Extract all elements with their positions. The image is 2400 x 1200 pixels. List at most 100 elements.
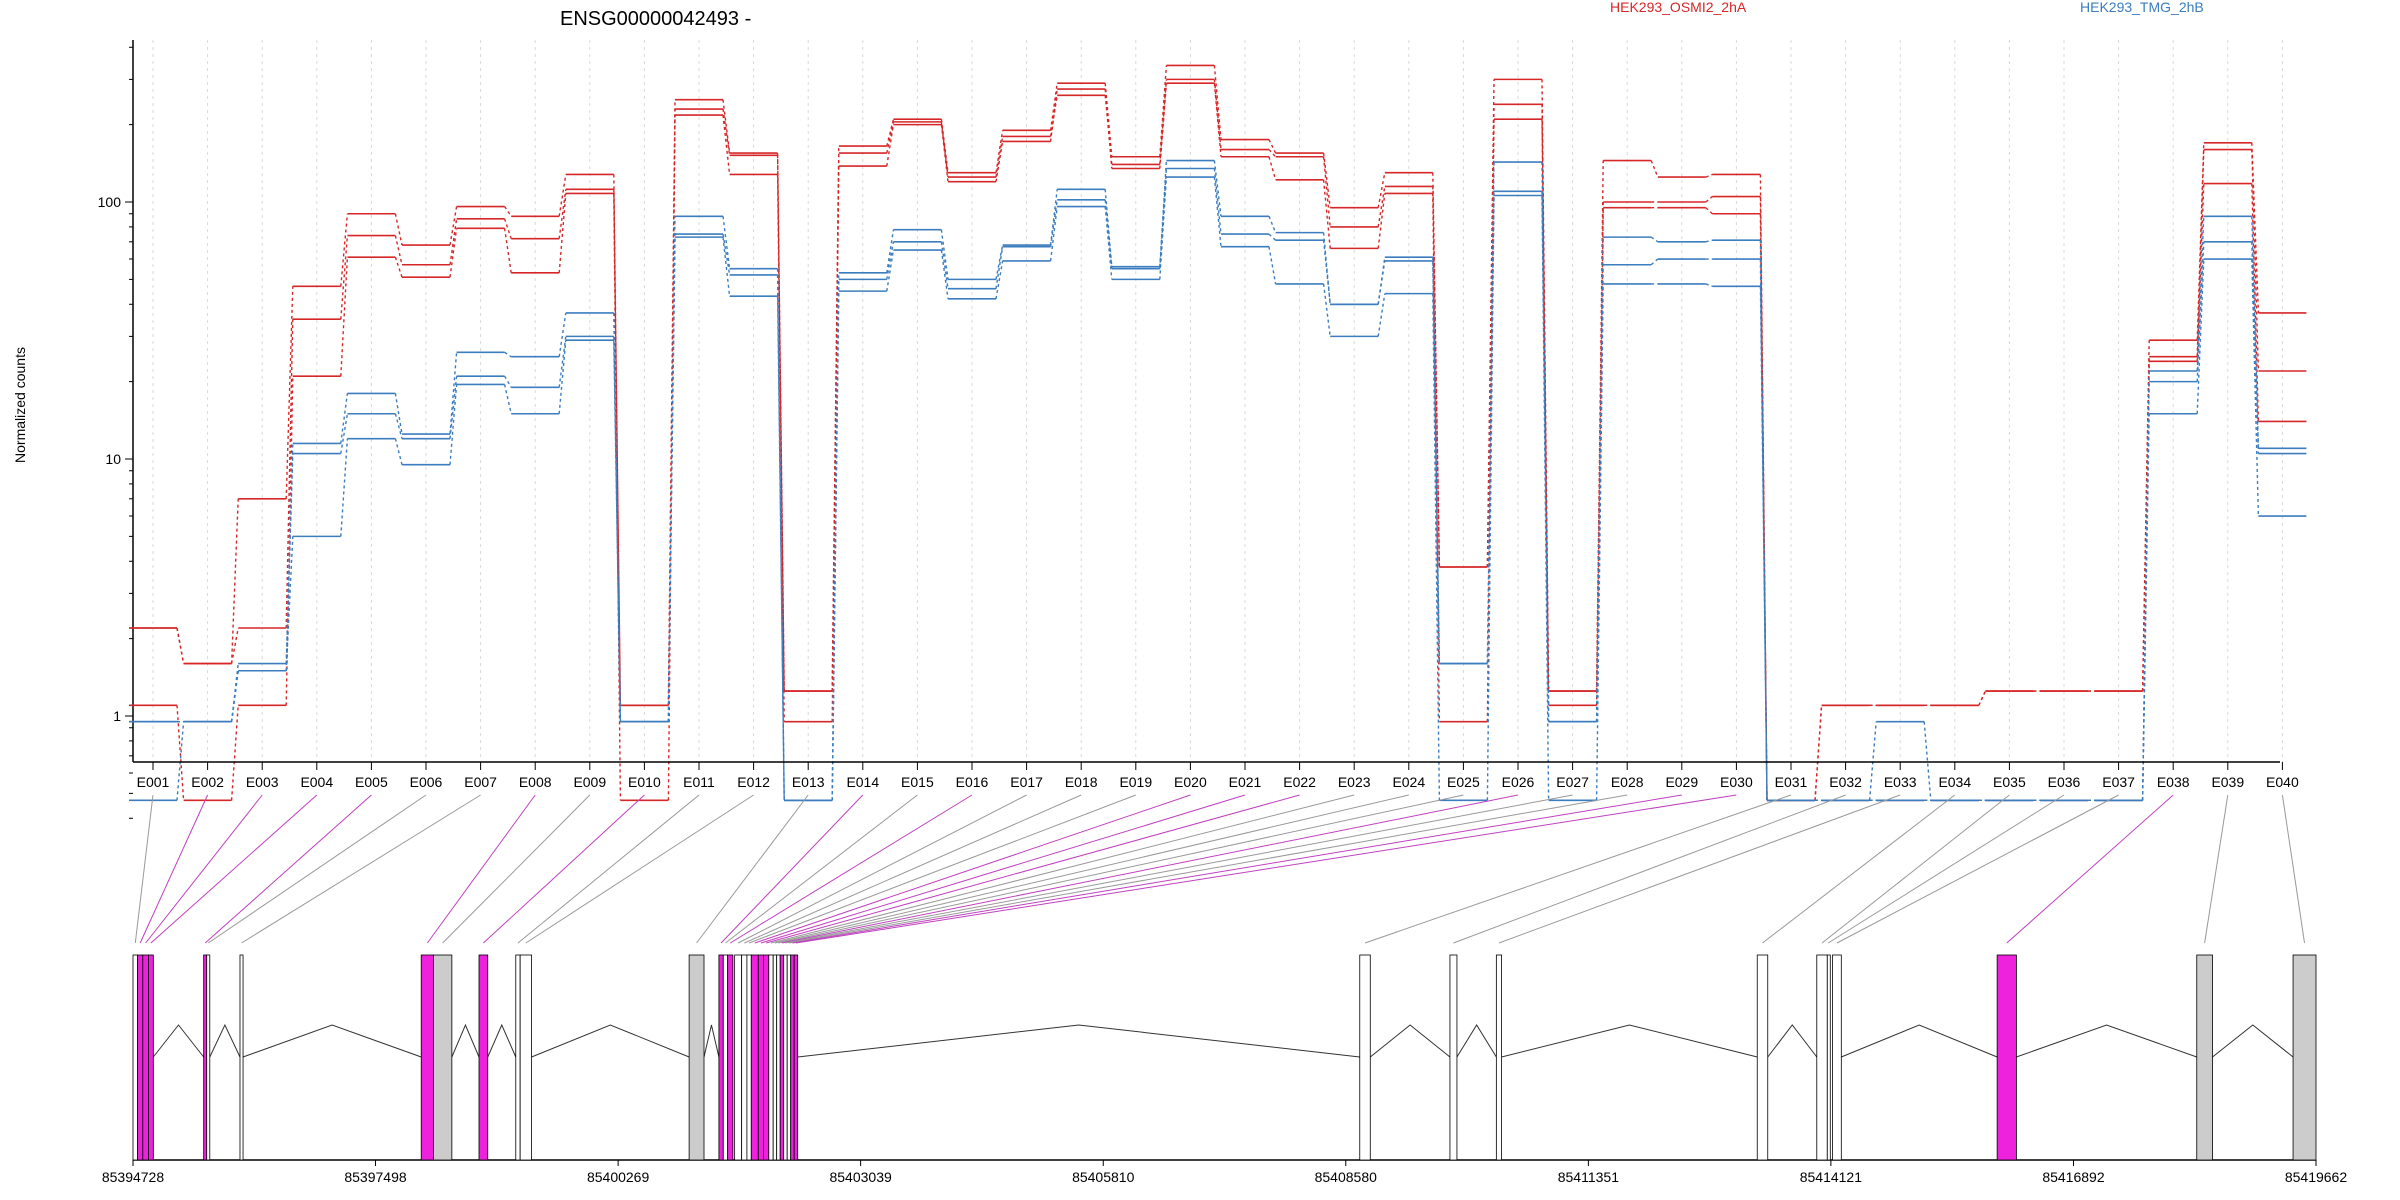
series-connector <box>722 108 731 156</box>
series-connector <box>995 136 1004 178</box>
exon-box <box>1359 954 1371 1161</box>
exon-box <box>1816 954 1828 1161</box>
series-connector <box>1322 179 1331 249</box>
exon-connector <box>770 794 1355 944</box>
series-connector <box>886 124 895 167</box>
series-connector <box>886 121 895 154</box>
exon-box <box>203 954 208 1161</box>
gene-model: 85394728 85397498 85400269 85403039 85405810… <box>102 954 2347 1185</box>
x-tick-label: E011 <box>683 774 715 790</box>
series-connector <box>886 241 895 280</box>
series-connector <box>1268 149 1277 158</box>
series-connector <box>449 384 458 465</box>
series-connector <box>1705 196 1713 203</box>
exon-connector <box>241 794 481 944</box>
series-connector <box>1432 293 1441 801</box>
x-tick-label: E018 <box>1065 774 1098 790</box>
series-connector <box>1705 173 1713 178</box>
series-connector <box>449 228 458 278</box>
exon-box <box>1495 954 1502 1161</box>
exon-box <box>239 954 244 1161</box>
series-connector <box>1377 186 1386 228</box>
x-tick-label: E020 <box>1174 774 1207 790</box>
exon-connector <box>145 794 263 944</box>
series-connector <box>995 260 1004 299</box>
series-connector <box>613 193 622 801</box>
series-connector <box>340 438 349 537</box>
x-tick-label: E038 <box>2157 774 2190 790</box>
y-tick-label: 1 <box>113 708 121 724</box>
exon-connector <box>1498 794 1901 944</box>
x-tick-label: E030 <box>1720 774 1753 790</box>
exon-connector <box>720 794 864 944</box>
x-tick-label: E039 <box>2211 774 2244 790</box>
x-tick-label: E037 <box>2102 774 2135 790</box>
x-tick-label: E024 <box>1392 774 1425 790</box>
series-connector <box>1268 139 1277 154</box>
series-connector <box>722 233 731 276</box>
exon-box <box>790 954 795 1161</box>
intron-line <box>1369 1024 1451 1058</box>
exon-box <box>783 954 788 1161</box>
series-connector <box>449 206 458 246</box>
exon-box <box>768 954 774 1161</box>
series-connector <box>1814 705 1823 801</box>
series-connector <box>230 627 239 664</box>
series-connector <box>1104 95 1113 165</box>
series-connector <box>1049 89 1058 142</box>
series-connector <box>1322 232 1331 305</box>
exon-connector <box>150 794 318 944</box>
x-tick-label: E026 <box>1502 774 1535 790</box>
exon-connector <box>792 794 1682 944</box>
exon-connector <box>207 794 427 944</box>
series-connector <box>176 627 185 664</box>
series-connector <box>1213 177 1222 247</box>
series-connector <box>2196 241 2205 382</box>
exon-box <box>734 954 743 1161</box>
intron-line <box>1501 1024 1758 1058</box>
series-connector <box>1705 283 1713 287</box>
x-tick-label: E022 <box>1283 774 1316 790</box>
x-tick-label: E012 <box>737 774 770 790</box>
series-connector <box>558 174 567 217</box>
y-tick-label: 10 <box>105 451 121 467</box>
series-connector <box>2141 356 2150 692</box>
exon-connector <box>795 794 1737 944</box>
series-connector <box>940 249 949 299</box>
chart-title: ENSG00000042493 - <box>560 8 751 30</box>
series-connector <box>1213 168 1222 235</box>
x-tick-label: E010 <box>628 774 661 790</box>
exon-connector <box>1762 794 1956 944</box>
exon-box <box>142 954 149 1161</box>
x-tick-label: E015 <box>901 774 934 790</box>
series-connector <box>2141 413 2150 801</box>
exon-connector <box>754 794 1191 944</box>
series-connector <box>1759 286 1768 801</box>
exon-connector <box>725 794 918 944</box>
exon-box <box>519 954 532 1161</box>
legend-label-osmi2: HEK293_OSMI2_2hA <box>1610 0 1747 15</box>
intron-line <box>1767 1024 1818 1058</box>
series-connector <box>503 375 512 388</box>
series-connector <box>776 174 785 722</box>
series-connector <box>503 228 512 273</box>
series-connector <box>558 193 567 273</box>
series-connector <box>1541 195 1550 801</box>
exon-box <box>515 954 521 1161</box>
x-tick-label: E017 <box>1010 774 1043 790</box>
exon-box <box>786 954 792 1161</box>
exon-connector <box>2006 794 2174 944</box>
series-connector <box>558 312 567 357</box>
series-connector <box>722 114 731 175</box>
exon-box <box>763 954 770 1161</box>
exon-box <box>722 954 729 1161</box>
exon-connector <box>766 794 1300 944</box>
series-connector <box>2251 142 2260 313</box>
series-connector <box>940 229 949 280</box>
exon-box <box>741 954 748 1161</box>
series-connector <box>1104 83 1113 157</box>
y-tick-label: 100 <box>98 194 122 210</box>
series-connector <box>1104 206 1113 280</box>
exon-connector <box>442 794 591 944</box>
series-connector <box>2251 183 2260 422</box>
